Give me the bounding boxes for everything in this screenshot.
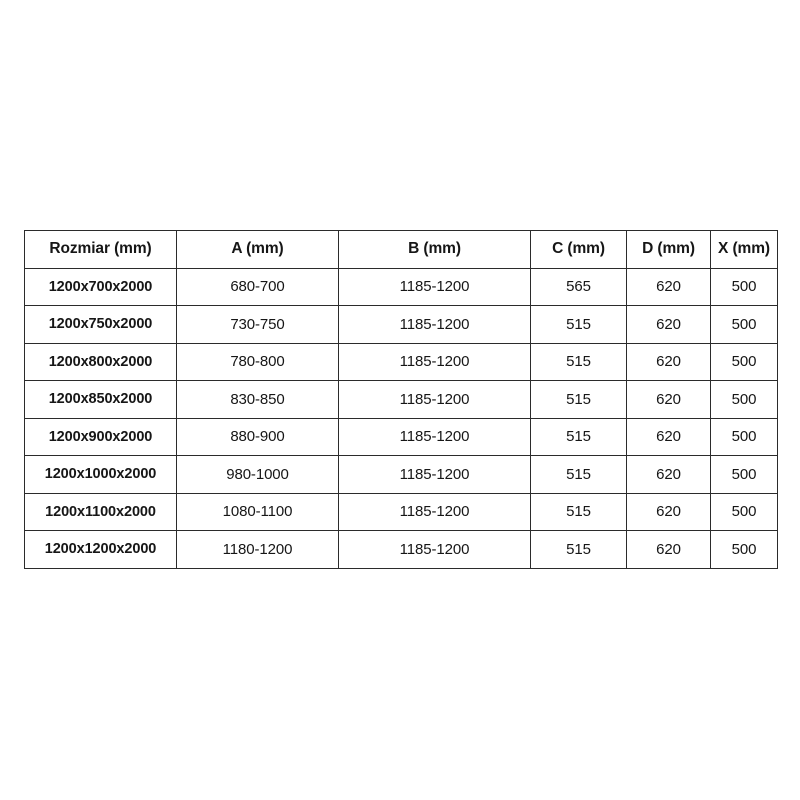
cell-d: 620 bbox=[626, 305, 711, 344]
cell-b: 1185-1200 bbox=[338, 267, 531, 306]
cell-d: 620 bbox=[626, 417, 711, 456]
cell-d: 620 bbox=[626, 492, 711, 531]
table-header-row: Rozmiar (mm) A (mm) B (mm) C (mm) D (mm)… bbox=[24, 230, 778, 269]
dimensions-table: Rozmiar (mm) A (mm) B (mm) C (mm) D (mm)… bbox=[24, 230, 778, 569]
cell-size: 1200x1000x2000 bbox=[24, 455, 177, 494]
cell-a: 730-750 bbox=[176, 305, 339, 344]
column-header-b: B (mm) bbox=[338, 230, 531, 269]
table-row: 1200x1200x2000 1180-1200 1185-1200 515 6… bbox=[24, 530, 778, 569]
cell-b: 1185-1200 bbox=[338, 342, 531, 381]
cell-x: 500 bbox=[710, 492, 778, 531]
cell-d: 620 bbox=[626, 455, 711, 494]
table-header: Rozmiar (mm) A (mm) B (mm) C (mm) D (mm)… bbox=[24, 230, 778, 269]
cell-x: 500 bbox=[710, 342, 778, 381]
table-row: 1200x1100x2000 1080-1100 1185-1200 515 6… bbox=[24, 492, 778, 531]
cell-size: 1200x700x2000 bbox=[24, 267, 177, 306]
cell-size: 1200x1200x2000 bbox=[24, 530, 177, 569]
table-row: 1200x700x2000 680-700 1185-1200 565 620 … bbox=[24, 267, 778, 306]
column-header-c: C (mm) bbox=[530, 230, 627, 269]
cell-b: 1185-1200 bbox=[338, 380, 531, 419]
cell-size: 1200x900x2000 bbox=[24, 417, 177, 456]
cell-a: 980-1000 bbox=[176, 455, 339, 494]
cell-size: 1200x750x2000 bbox=[24, 305, 177, 344]
cell-a: 680-700 bbox=[176, 267, 339, 306]
column-header-x: X (mm) bbox=[710, 230, 778, 269]
cell-c: 515 bbox=[530, 342, 627, 381]
cell-c: 515 bbox=[530, 455, 627, 494]
column-header-d: D (mm) bbox=[626, 230, 711, 269]
cell-a: 880-900 bbox=[176, 417, 339, 456]
cell-b: 1185-1200 bbox=[338, 417, 531, 456]
cell-size: 1200x850x2000 bbox=[24, 380, 177, 419]
cell-c: 515 bbox=[530, 417, 627, 456]
cell-x: 500 bbox=[710, 417, 778, 456]
cell-c: 515 bbox=[530, 492, 627, 531]
cell-b: 1185-1200 bbox=[338, 455, 531, 494]
cell-a: 1180-1200 bbox=[176, 530, 339, 569]
cell-c: 515 bbox=[530, 530, 627, 569]
table-body: 1200x700x2000 680-700 1185-1200 565 620 … bbox=[24, 267, 778, 569]
cell-x: 500 bbox=[710, 267, 778, 306]
cell-b: 1185-1200 bbox=[338, 305, 531, 344]
cell-a: 1080-1100 bbox=[176, 492, 339, 531]
table-row: 1200x750x2000 730-750 1185-1200 515 620 … bbox=[24, 305, 778, 344]
cell-a: 830-850 bbox=[176, 380, 339, 419]
cell-x: 500 bbox=[710, 305, 778, 344]
table-row: 1200x1000x2000 980-1000 1185-1200 515 62… bbox=[24, 455, 778, 494]
cell-d: 620 bbox=[626, 342, 711, 381]
cell-x: 500 bbox=[710, 380, 778, 419]
cell-c: 515 bbox=[530, 380, 627, 419]
cell-d: 620 bbox=[626, 530, 711, 569]
table-row: 1200x800x2000 780-800 1185-1200 515 620 … bbox=[24, 342, 778, 381]
cell-d: 620 bbox=[626, 267, 711, 306]
cell-x: 500 bbox=[710, 530, 778, 569]
table-row: 1200x900x2000 880-900 1185-1200 515 620 … bbox=[24, 417, 778, 456]
dimensions-table-container: Rozmiar (mm) A (mm) B (mm) C (mm) D (mm)… bbox=[24, 230, 778, 569]
cell-a: 780-800 bbox=[176, 342, 339, 381]
cell-x: 500 bbox=[710, 455, 778, 494]
table-row: 1200x850x2000 830-850 1185-1200 515 620 … bbox=[24, 380, 778, 419]
cell-c: 515 bbox=[530, 305, 627, 344]
column-header-size: Rozmiar (mm) bbox=[24, 230, 177, 269]
column-header-a: A (mm) bbox=[176, 230, 339, 269]
cell-b: 1185-1200 bbox=[338, 530, 531, 569]
cell-size: 1200x1100x2000 bbox=[24, 492, 177, 531]
cell-size: 1200x800x2000 bbox=[24, 342, 177, 381]
cell-d: 620 bbox=[626, 380, 711, 419]
cell-b: 1185-1200 bbox=[338, 492, 531, 531]
cell-c: 565 bbox=[530, 267, 627, 306]
